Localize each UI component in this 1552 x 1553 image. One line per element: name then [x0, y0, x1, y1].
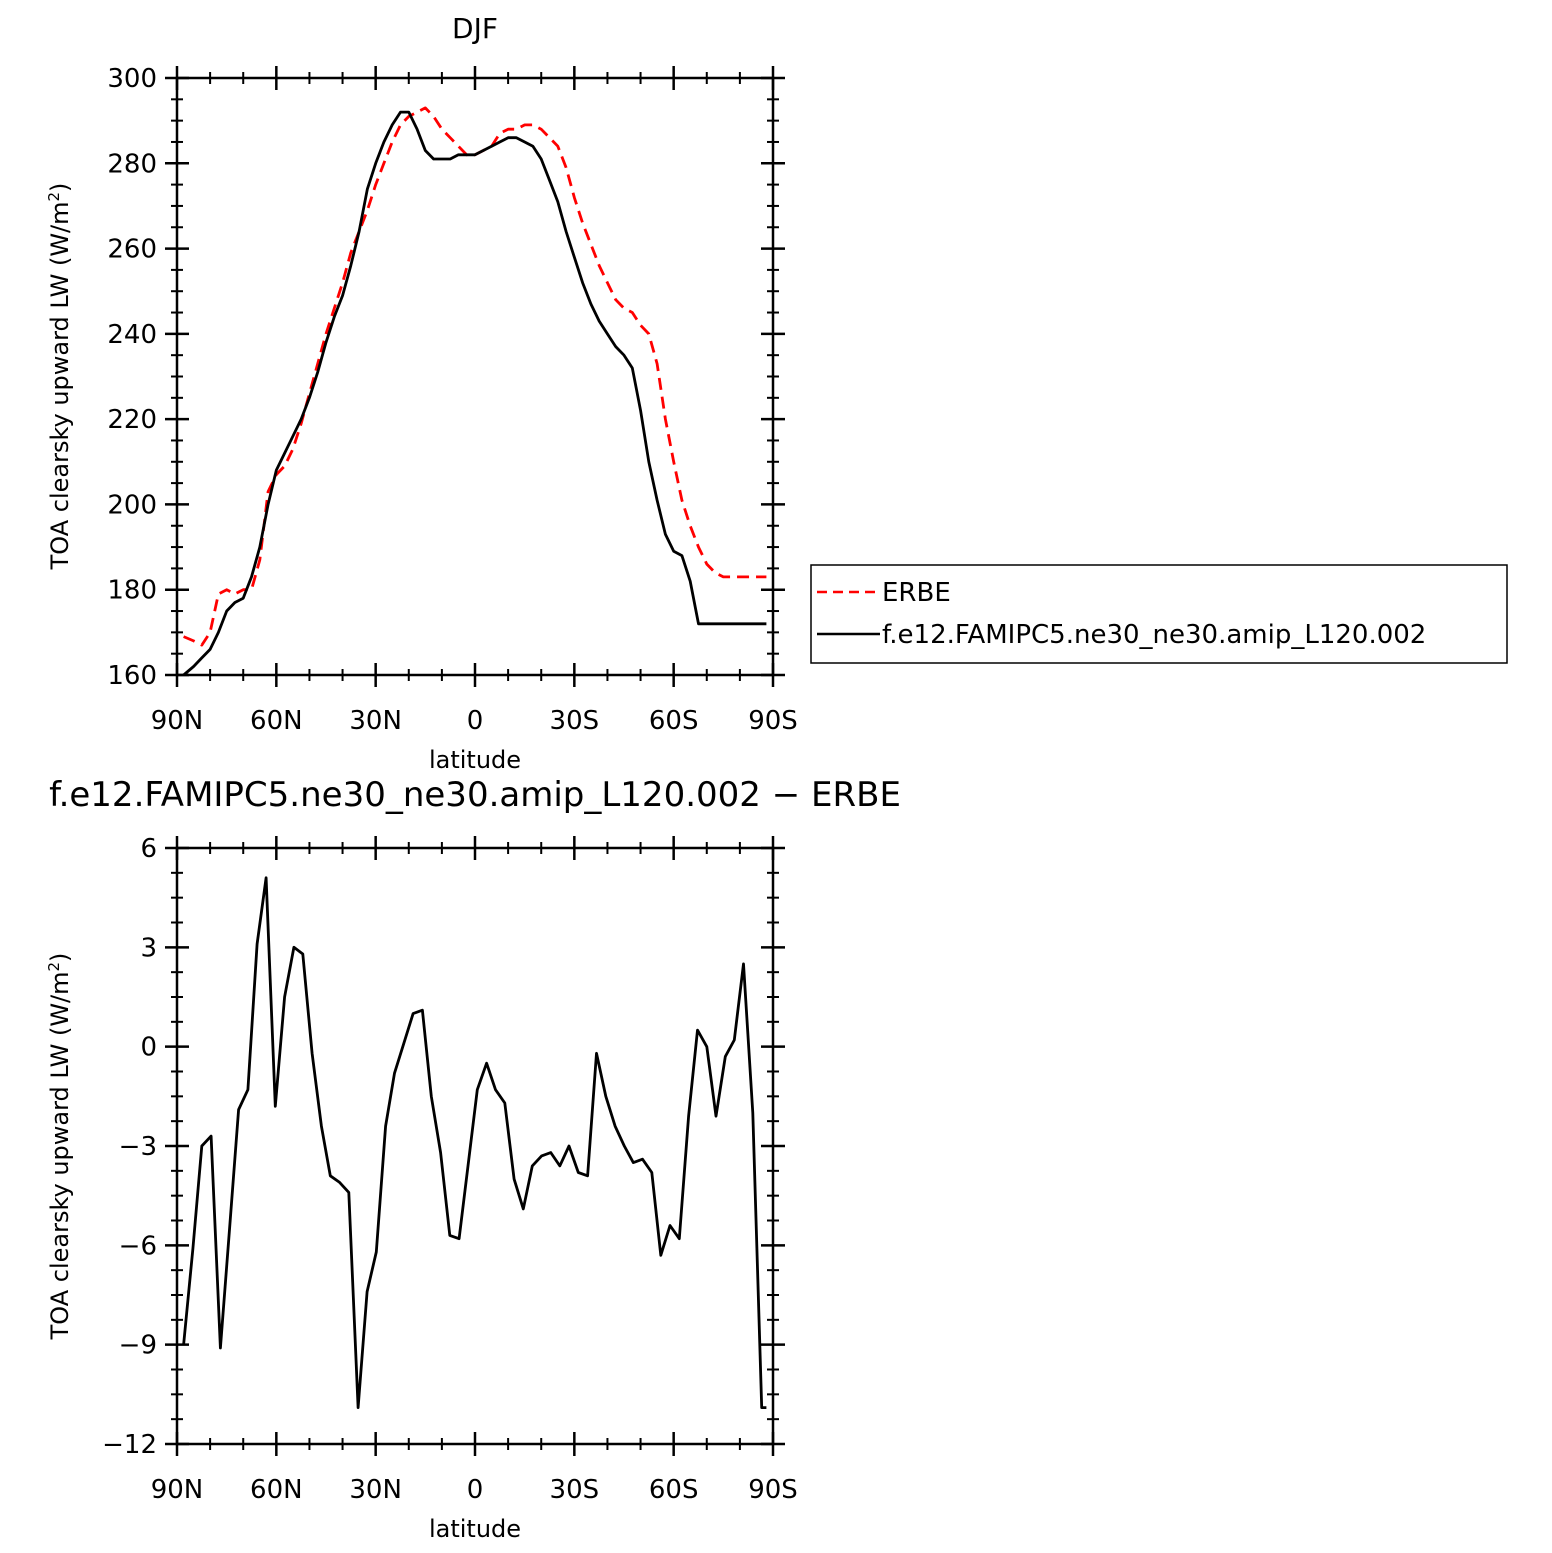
xtick-label: 30N: [349, 706, 402, 736]
xtick-label: 90S: [748, 706, 798, 736]
ytick-label: 240: [107, 320, 157, 350]
ytick-label: −9: [119, 1331, 157, 1361]
ytick-label: −6: [119, 1231, 157, 1261]
ytick-label: 3: [140, 933, 157, 963]
bottom-series-lines: [182, 876, 767, 1409]
ytick-label: 200: [107, 490, 157, 520]
xtick-label: 60N: [250, 706, 303, 736]
legend-label-erbe: ERBE: [882, 578, 951, 608]
bottom-ylabel: TOA clearsky upward LW (W/m2): [45, 953, 74, 1341]
xtick-label: 0: [467, 706, 484, 736]
xtick-label: 0: [467, 1475, 484, 1505]
xtick-label: 90N: [151, 706, 204, 736]
xtick-label: 30S: [550, 706, 600, 736]
xtick-label: 90N: [151, 1475, 204, 1505]
xtick-label: 30S: [550, 1475, 600, 1505]
ytick-label: 280: [107, 149, 157, 179]
top-xtick-labels: 90N 60N 30N 0 30S 60S 90S: [151, 706, 798, 736]
top-plot-frame: [175, 76, 775, 677]
xtick-label: 60N: [250, 1475, 303, 1505]
bottom-ylabel-main: TOA clearsky upward LW (W/m: [46, 971, 74, 1340]
bottom-ylabel-sup: 2: [45, 962, 63, 972]
ytick-label: 0: [140, 1033, 157, 1063]
ytick-label: 260: [107, 235, 157, 265]
top-series-lines: [182, 106, 767, 677]
ytick-label: −3: [119, 1132, 157, 1162]
legend-box: [810, 564, 1508, 664]
top-ylabel-sup: 2: [45, 192, 63, 202]
series-f-e12-famipc5-ne30-ne30-amip-l120-002-line: [182, 110, 767, 677]
bottom-plot-frame: [175, 846, 775, 1446]
ytick-label: 300: [107, 64, 157, 94]
ytick-label: 180: [107, 576, 157, 606]
legend: ERBE f.e12.FAMIPC5.ne30_ne30.amip_L120.0…: [810, 564, 1508, 664]
difference-series-line: [182, 876, 767, 1409]
top-title: DJF: [452, 12, 498, 45]
ytick-label: 6: [140, 834, 157, 864]
xtick-label: 90S: [748, 1475, 798, 1505]
bottom-xlabel: latitude: [429, 1515, 521, 1543]
ytick-label: −12: [102, 1430, 157, 1460]
top-ylabel-end: ): [46, 183, 74, 192]
legend-label-model: f.e12.FAMIPC5.ne30_ne30.amip_L120.002: [882, 620, 1426, 650]
bottom-panel: f.e12.FAMIPC5.ne30_ne30.amip_L120.002 − …: [45, 775, 901, 1543]
top-ytick-labels: 160 180 200 220 240 260 280 300: [107, 64, 157, 691]
bottom-ytick-labels: −12 −9 −6 −3 0 3 6: [102, 834, 157, 1460]
xtick-label: 60S: [649, 1475, 699, 1505]
top-xlabel: latitude: [429, 746, 521, 774]
ytick-label: 220: [107, 405, 157, 435]
top-ylabel: TOA clearsky upward LW (W/m2): [45, 183, 74, 571]
ytick-label: 160: [107, 661, 157, 691]
top-ylabel-main: TOA clearsky upward LW (W/m: [46, 201, 74, 570]
xtick-label: 60S: [649, 706, 699, 736]
top-panel: DJF TOA clearsky upward LW (W/m2) 160 180…: [45, 12, 1508, 774]
bottom-xtick-labels: 90N 60N 30N 0 30S 60S 90S: [151, 1475, 798, 1505]
bottom-title: f.e12.FAMIPC5.ne30_ne30.amip_L120.002 − …: [49, 775, 901, 815]
xtick-label: 30N: [349, 1475, 402, 1505]
series-erbe-line: [183, 106, 767, 647]
bottom-ylabel-end: ): [46, 953, 74, 962]
